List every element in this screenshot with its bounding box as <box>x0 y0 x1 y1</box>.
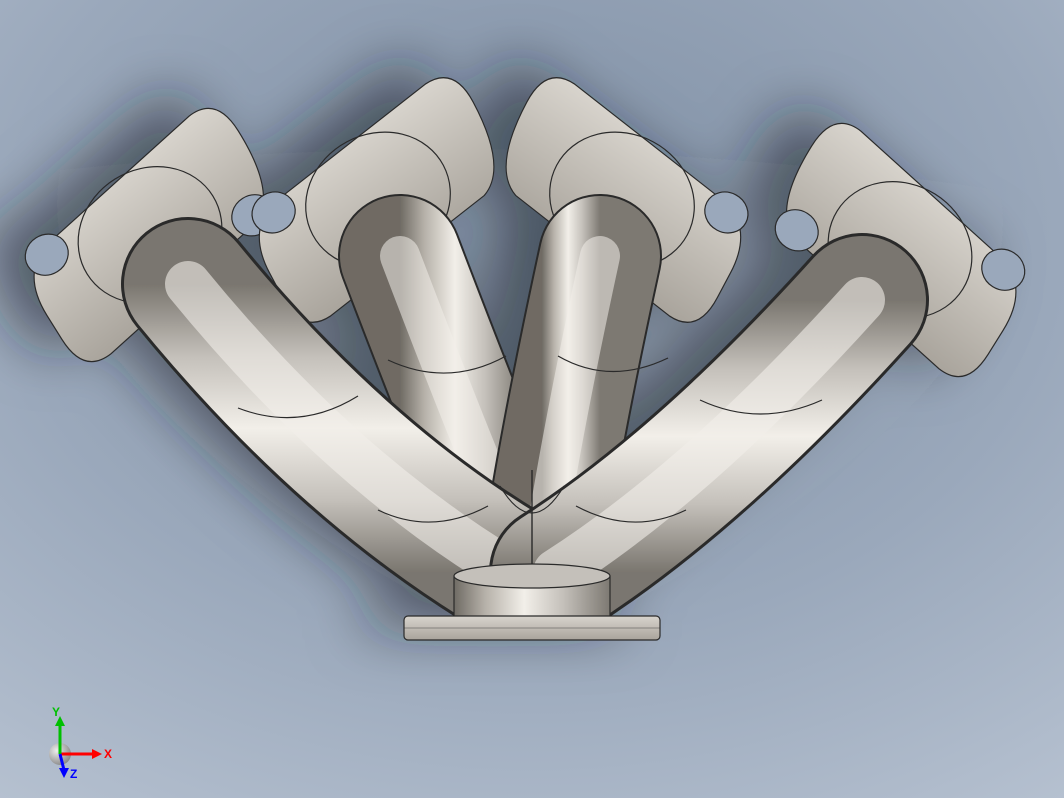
triad-z-label: Z <box>70 767 77 781</box>
triad-y-label: Y <box>52 705 60 719</box>
collector-base-plate <box>404 616 660 640</box>
collector-neck <box>454 564 610 618</box>
cad-viewport[interactable]: X Y Z <box>0 0 1064 798</box>
exhaust-manifold-model[interactable] <box>0 0 1064 798</box>
triad-x-label: X <box>104 747 112 761</box>
orientation-triad[interactable]: X Y Z <box>40 708 120 778</box>
